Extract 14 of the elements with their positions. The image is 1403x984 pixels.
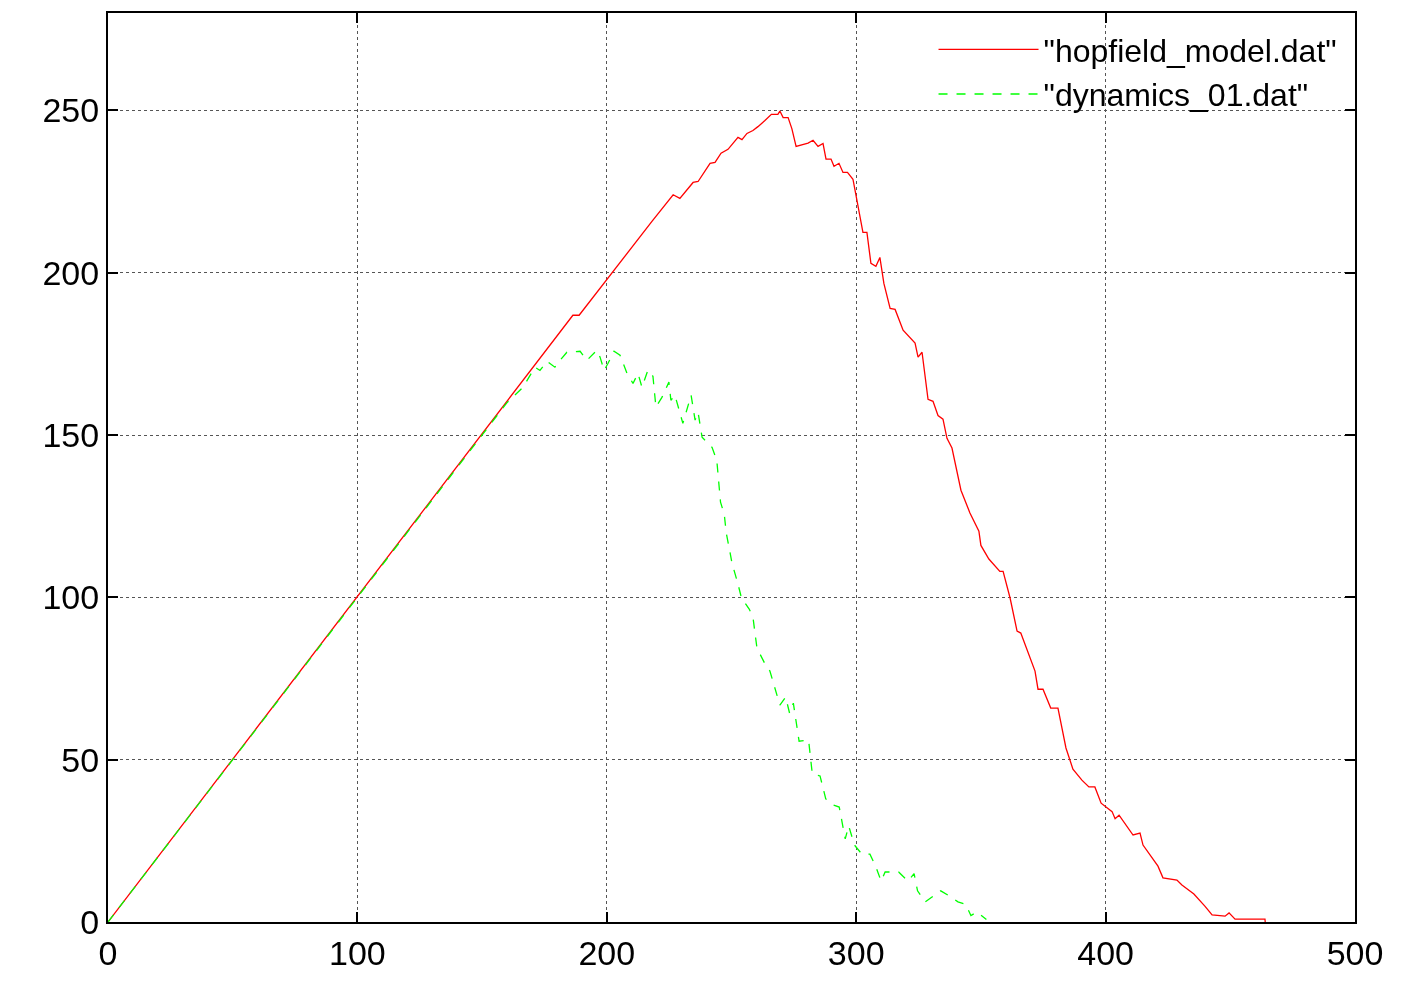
x-tick-label: 300 bbox=[827, 933, 885, 972]
y-tick-label: 250 bbox=[42, 91, 100, 130]
x-tick-label: 400 bbox=[1077, 933, 1134, 972]
line-series bbox=[108, 349, 988, 922]
x-tick-label: 200 bbox=[578, 933, 636, 972]
x-tick-label: 100 bbox=[329, 933, 386, 972]
y-tick-label: 0 bbox=[80, 902, 100, 941]
legend-label: "dynamics_01.dat" bbox=[1043, 77, 1309, 114]
y-tick-label: 200 bbox=[42, 253, 100, 292]
y-tick-label: 150 bbox=[42, 415, 100, 454]
y-tick-label: 100 bbox=[42, 578, 100, 617]
y-tick-label: 50 bbox=[61, 740, 100, 779]
legend-label: "hopfield_model.dat" bbox=[1043, 32, 1337, 69]
x-tick-label: 500 bbox=[1326, 933, 1384, 972]
